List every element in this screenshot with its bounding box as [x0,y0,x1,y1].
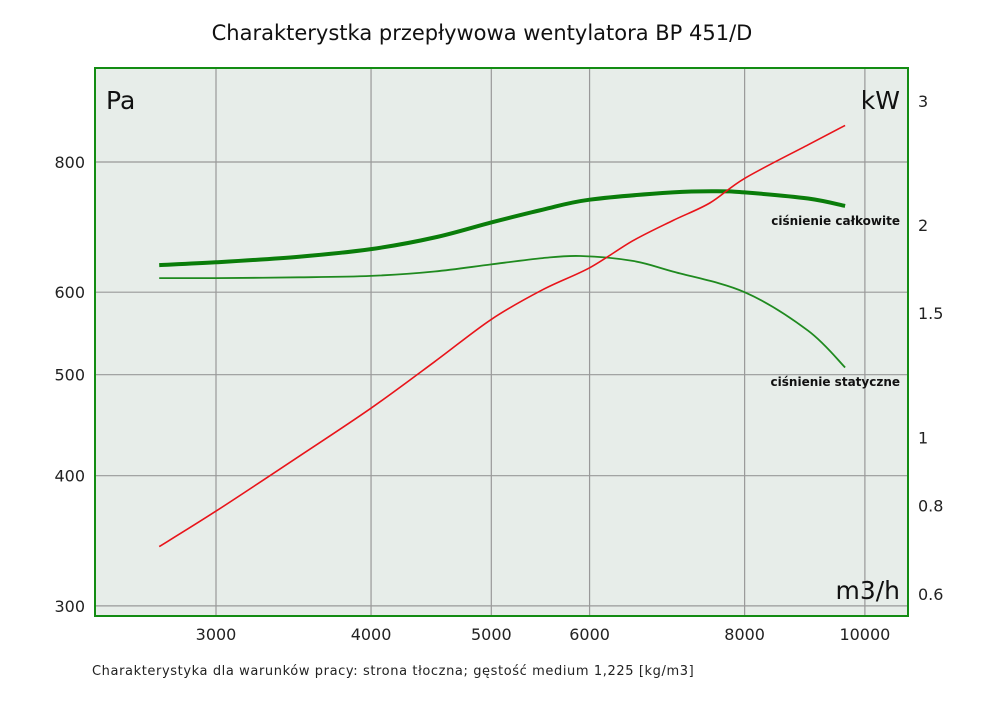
y-left-tick-label: 500 [54,366,85,385]
x-tick-label: 5000 [471,625,512,644]
x-axis-label: m3/h [835,576,900,605]
x-tick-label: 10000 [839,625,890,644]
y-gridlines [95,161,908,607]
y-right-tick-label: 1 [918,428,928,447]
y-right-tick-label: 1.5 [918,304,943,323]
series-label-static-pressure: ciśnienie statyczne [771,375,900,389]
chart-title: Charakterystka przepływowa wentylatora B… [212,21,753,45]
plot-area [95,68,908,616]
y-right-axis-label: kW [861,86,900,115]
y-left-axis-label: Pa [106,86,135,115]
y-right-tick-label: 0.6 [918,585,943,604]
y-left-tick-label: 800 [54,153,85,172]
x-tick-label: 4000 [351,625,392,644]
y-left-tick-label: 600 [54,283,85,302]
y-right-tick-label: 0.8 [918,497,943,516]
y-left-tick-label: 300 [54,597,85,616]
x-tick-labels: 3000 4000 5000 6000 8000 10000 [196,625,891,644]
series-label-total-pressure: ciśnienie całkowite [771,214,900,228]
x-gridlines [215,68,866,616]
series-static-pressure [159,254,846,369]
series-total-pressure [159,189,846,268]
x-tick-label: 8000 [724,625,765,644]
plot-frame [94,67,909,617]
footnote: Charakterystyka dla warunków pracy: stro… [92,664,694,679]
y-left-tick-label: 400 [54,467,85,486]
y-right-tick-label: 2 [918,216,928,235]
series-layer [158,124,846,548]
y-right-tick-label: 3 [918,92,928,111]
y-left-tick-labels: 300 400 500 600 800 [54,153,85,616]
x-tick-label: 6000 [569,625,610,644]
x-tick-label: 3000 [196,625,237,644]
series-power [158,124,846,548]
y-right-tick-labels: 0.6 0.8 1 1.5 2 3 [918,92,943,604]
